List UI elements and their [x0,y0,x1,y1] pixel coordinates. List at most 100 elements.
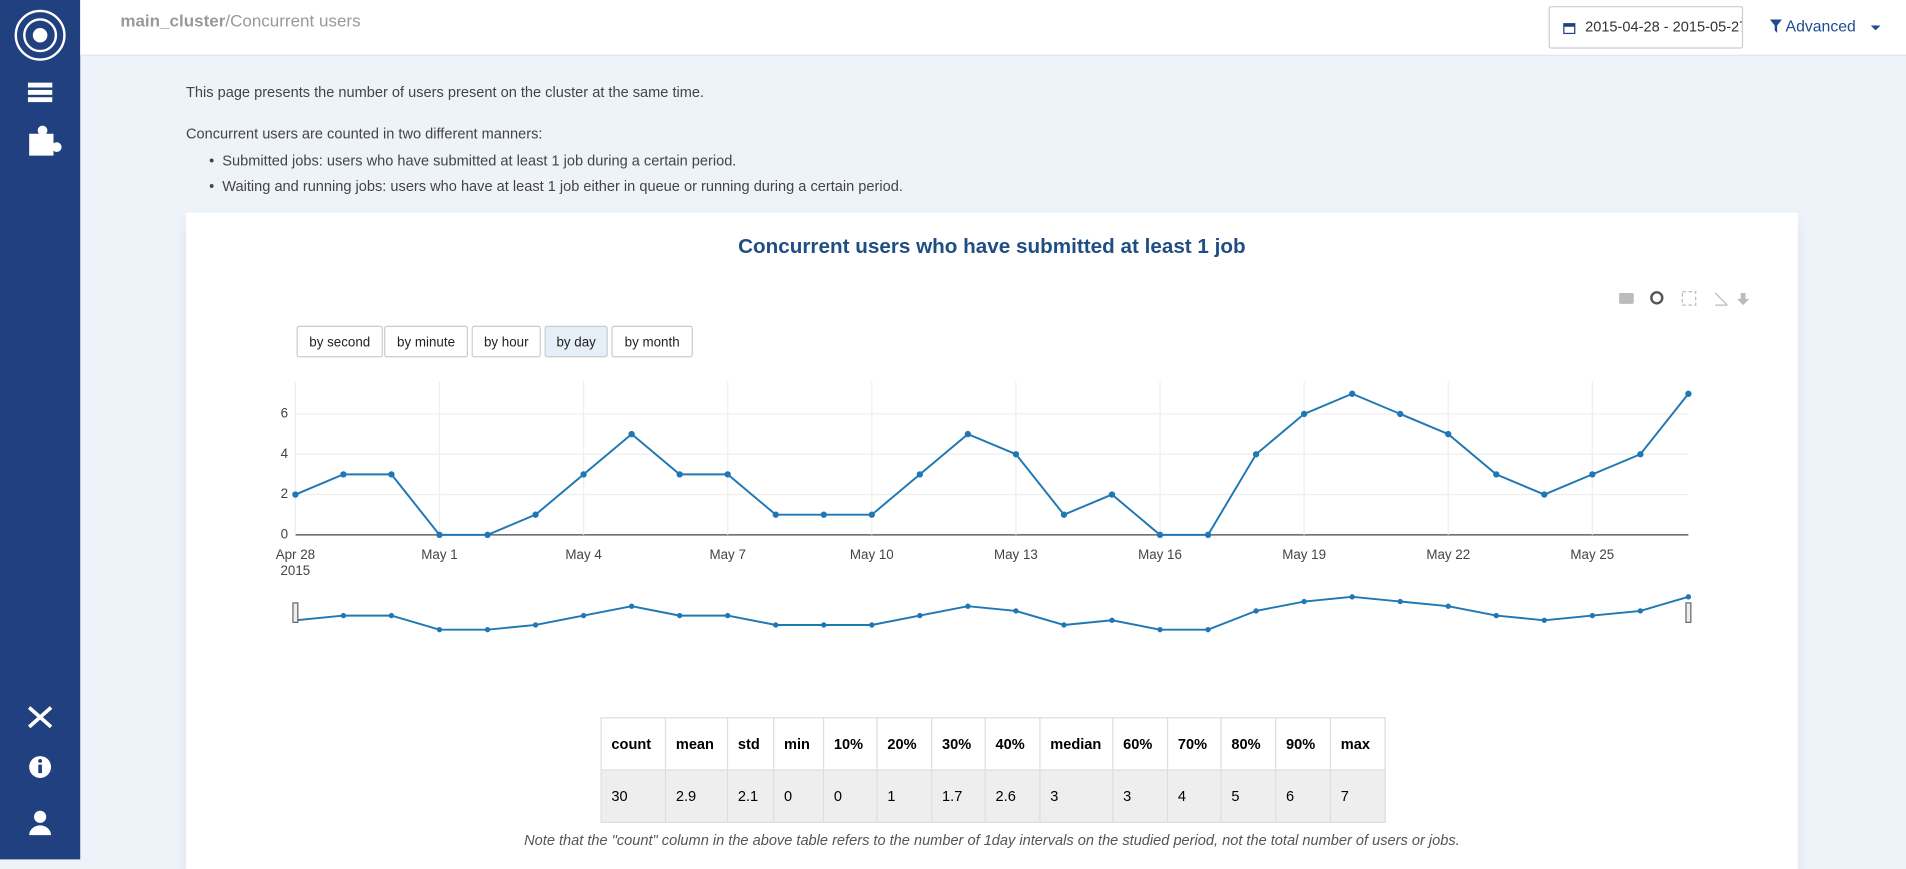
series-line-point [724,471,731,478]
range-button[interactable]: by minute [384,325,468,358]
range-slider-line-point [917,612,923,619]
intro-paragraph: This page presents the number of users p… [185,83,705,101]
plugins-icon[interactable] [29,125,62,156]
zoom-icon[interactable] [1650,291,1664,305]
stats-column-header: 10% [822,717,878,771]
intro-item-text: Submitted jobs: users who have submitted… [222,151,737,169]
range-slider-line-point [1157,626,1163,633]
series-line-point [484,531,491,539]
stats-cell: 6 [1275,769,1332,823]
logo[interactable] [14,9,66,61]
reset-icon[interactable] [1714,292,1728,306]
stats-cell: 1 [876,769,933,823]
range-slider-line-point [965,603,971,609]
stats-cell: 1.7 [931,769,986,823]
stats-column-header: median [1039,717,1114,771]
range-slider-line-point [1589,612,1596,619]
series-line-point [1060,511,1068,518]
series-line-point [1108,491,1116,498]
series-line-point [340,471,347,478]
range-slider-line-point [532,622,539,628]
range-slider-line-point [1349,594,1355,600]
sidebar [0,0,81,860]
series-line-point [1589,471,1596,478]
series-line-point [1204,531,1212,539]
range-slider-line-point [388,612,395,619]
stats-cell: 3 [1039,769,1114,823]
download-icon[interactable] [1737,292,1750,306]
range-slider-line-point [676,612,683,619]
series-line-point [1397,410,1404,418]
series-line-point [1541,491,1548,498]
range-button[interactable]: by hour [471,325,541,358]
series-line-point [1685,390,1692,397]
x-tick-label: May 19 [1282,547,1326,562]
date-range-text: 2015-04-28 - 2015-05-27 [1585,18,1744,36]
y-tick-label: 4 [281,446,289,461]
series-line-point [964,430,972,438]
intro-item: • Submitted jobs: users who have submitt… [209,151,737,169]
stats-column-header: max [1329,717,1386,771]
stats-column-header: 60% [1112,717,1169,771]
range-slider-handle [292,602,299,623]
range-slider-line-point [580,612,587,619]
stats-column-header: count [600,717,667,771]
table-note: Note that the "count" column in the abov… [524,831,1460,849]
series-line-point [532,511,539,518]
range-button[interactable]: by day [544,325,608,358]
y-tick-label: 6 [281,405,288,420]
stats-table: count mean std min 10% 20% 30% 40% median 60% 70% 8… [600,717,1386,823]
y-tick-label: 0 [281,526,288,541]
intro-list-heading: Concurrent users are counted in two diff… [185,125,543,143]
series-line-point [580,471,587,478]
range-slider-line-point [1205,626,1211,633]
chart-title: Concurrent users who have submitted at l… [738,234,1246,258]
info-icon[interactable] [29,756,52,778]
cluster-name[interactable]: main_cluster [120,10,226,31]
stats-column-header: mean [664,717,729,771]
x-tick-label: May 22 [1426,547,1470,562]
nodes-icon[interactable] [27,82,53,103]
stats-cell: 0 [773,769,825,823]
date-range-picker[interactable]: 2015-04-28 - 2015-05-27 [1548,6,1744,49]
stats-cell: 7 [1329,769,1386,823]
series-line-point [1349,390,1356,397]
tools-icon[interactable] [27,706,53,729]
series-line-point [1493,471,1500,478]
page-name: /Concurrent users [225,10,361,31]
series-line-point [1252,451,1260,458]
advanced-label: Advanced [1785,17,1856,36]
series-line-point [436,531,443,539]
x-tick-label: Apr 28 [276,547,315,562]
range-slider-line-point [484,626,491,633]
range-slider-line-point [1013,608,1019,614]
advanced-filter[interactable]: Advanced [1769,17,1882,36]
stats-cell: 2.1 [726,769,775,823]
autoscale-icon[interactable] [1681,291,1697,306]
range-slider-line-point [773,622,779,628]
x-tick-label: May 4 [565,547,602,562]
intro-item-text: Waiting and running jobs: users who have… [222,177,903,195]
top-bar: main_cluster/Concurrent users 2015-04-28… [80,0,1906,56]
user-icon[interactable] [29,810,52,836]
camera-icon[interactable] [1619,292,1634,304]
x-tick-label: May 25 [1570,547,1614,562]
range-slider-line-point [725,612,731,619]
range-slider-handle [1685,602,1692,623]
stats-column-header: min [773,717,825,771]
stats-row: 30 2.9 2.1 0 0 1 1.7 2.6 3 3 4 5 6 7 [600,769,1386,823]
filter-icon [1769,19,1783,33]
range-slider-line-point [1685,594,1692,600]
range-slider-line-point [869,622,875,628]
stats-column-header: 80% [1220,717,1277,771]
intro-item: • Waiting and running jobs: users who ha… [209,177,903,195]
stats-cell: 2.6 [984,769,1041,823]
range-slider-line [295,595,1689,631]
stats-column-header: std [726,717,775,771]
x-tick-label: May 1 [421,547,457,562]
calendar-icon [1563,23,1576,35]
stats-column-header: 70% [1166,717,1222,771]
series-line-point [1012,451,1020,458]
range-button[interactable]: by second [296,325,383,358]
range-button[interactable]: by month [611,325,693,358]
